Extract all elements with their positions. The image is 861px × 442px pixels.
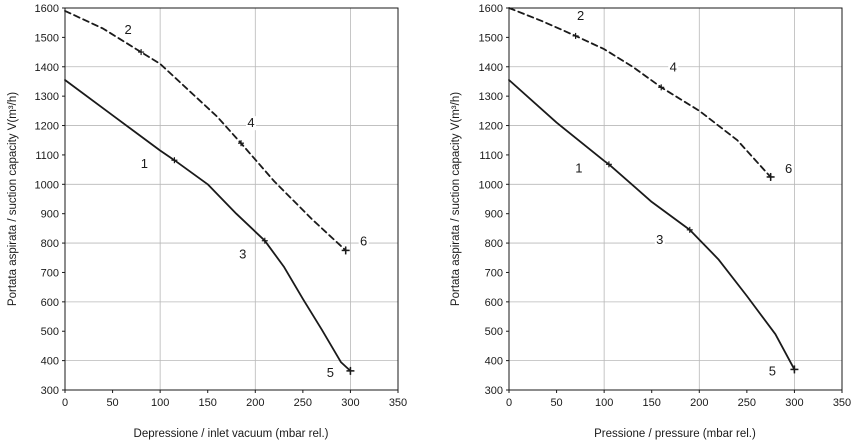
curve-dashed	[64, 9, 347, 252]
x-tick-label: 0	[62, 397, 68, 409]
label-backdrop	[575, 8, 586, 23]
curve-solid	[508, 79, 796, 371]
curve-point-label: 6	[785, 161, 792, 176]
x-tick-label: 300	[341, 397, 359, 409]
x-axis-title: Depressione / inlet vacuum (mbar rel.)	[134, 428, 329, 440]
x-tick-label: 350	[833, 397, 851, 409]
curve-point-label: 4	[247, 115, 254, 130]
x-tick-label: 200	[246, 397, 264, 409]
y-tick-label: 1500	[35, 32, 59, 44]
y-tick-label: 600	[41, 297, 59, 309]
y-tick-label: 1500	[479, 32, 503, 44]
curve-point-label: 1	[141, 156, 148, 171]
curve-point-label: 2	[124, 22, 131, 37]
x-tick-label: 250	[738, 397, 756, 409]
label-backdrop	[668, 60, 679, 75]
plot-frame	[64, 7, 399, 391]
chart-inlet-vacuum: 0 50 100 150 200 250 300 350 300 400 500 600 700 800 9…	[7, 3, 407, 440]
x-axis-title: Pressione / pressure (mbar rel.)	[594, 428, 756, 440]
x-tick-label: 200	[690, 397, 708, 409]
y-tick-label: 1000	[479, 179, 503, 191]
curve-point-label: 4	[670, 59, 677, 74]
curve-solid	[64, 79, 352, 372]
label-backdrop	[654, 232, 665, 247]
x-tick-label: 100	[151, 397, 169, 409]
y-axis-title: Portata aspirata / suction capacity V(m³…	[7, 92, 19, 306]
label-backdrop	[358, 234, 369, 249]
label-backdrop	[783, 161, 794, 176]
x-tick-label: 50	[550, 397, 562, 409]
y-tick-label: 1100	[479, 150, 503, 162]
label-backdrop	[325, 365, 336, 380]
y-tick-label: 300	[485, 385, 503, 397]
y-tick-label: 1600	[35, 3, 59, 15]
chart-pressure: 0 50 100 150 200 250 300 350 300 400 500 600 700 800 9…	[450, 3, 851, 440]
y-tick-label: 400	[41, 356, 59, 368]
y-tick-label: 700	[41, 267, 59, 279]
curve-point-label: 5	[769, 363, 776, 378]
label-backdrop	[767, 364, 778, 379]
x-tick-label: 300	[785, 397, 803, 409]
label-backdrop	[139, 157, 150, 172]
y-tick-label: 1300	[35, 91, 59, 103]
plot-frame	[508, 7, 843, 391]
y-tick-label: 700	[485, 267, 503, 279]
x-tick-label: 0	[506, 397, 512, 409]
y-tick-label: 800	[485, 238, 503, 250]
y-tick-label: 1400	[479, 62, 503, 74]
curve-point-label: 3	[656, 232, 663, 247]
x-tick-label: 250	[294, 397, 312, 409]
y-tick-label: 500	[485, 326, 503, 338]
y-tick-label: 1200	[35, 121, 59, 133]
y-tick-label: 600	[485, 297, 503, 309]
x-tick-label: 350	[389, 397, 407, 409]
x-tick-label: 150	[199, 397, 217, 409]
curve-point-label: 3	[239, 247, 246, 262]
y-tick-label: 1200	[479, 121, 503, 133]
y-axis-title: Portata aspirata / suction capacity V(m³…	[450, 92, 462, 306]
x-tick-label: 50	[106, 397, 118, 409]
curve-dashed	[508, 7, 772, 178]
y-tick-label: 1600	[479, 3, 503, 15]
x-tick-label: 100	[595, 397, 613, 409]
y-tick-label: 900	[41, 209, 59, 221]
y-tick-label: 800	[41, 238, 59, 250]
y-tick-label: 900	[485, 209, 503, 221]
y-tick-label: 500	[41, 326, 59, 338]
curve-point-label: 6	[360, 233, 367, 248]
y-tick-label: 1100	[35, 150, 59, 162]
y-tick-label: 1300	[479, 91, 503, 103]
label-backdrop	[123, 23, 134, 38]
label-backdrop	[246, 116, 257, 131]
curve-point-label: 2	[577, 8, 584, 23]
y-tick-label: 300	[41, 385, 59, 397]
curve-point-label: 5	[327, 365, 334, 380]
x-tick-label: 150	[643, 397, 661, 409]
label-backdrop	[573, 161, 584, 176]
label-backdrop	[237, 247, 248, 262]
y-tick-label: 1000	[35, 179, 59, 191]
curve-point-label: 1	[575, 160, 582, 175]
y-tick-label: 1400	[35, 62, 59, 74]
y-tick-label: 400	[485, 356, 503, 368]
